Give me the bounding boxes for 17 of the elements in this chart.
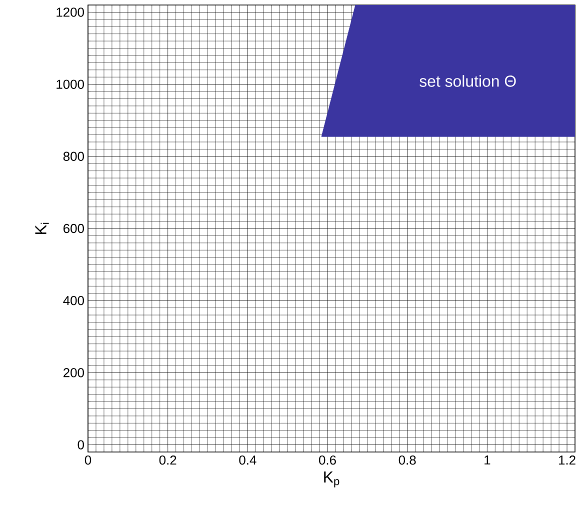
y-tick-label: 1200 [56,8,84,17]
x-tick-label: 1 [484,456,490,464]
x-tick-label: 0.6 [319,456,336,465]
y-tick-label: 400 [63,296,84,306]
y-tick-label: 600 [64,224,84,234]
x-axis-title: K$_{p}$ [324,472,340,488]
x-tick-label: 0 [84,456,92,465]
annotation: set solution Θ [420,75,516,87]
y-tick-label: 1000 [56,80,84,89]
y-tick-label: 0 [78,440,84,450]
x-tick-label: 0.8 [398,456,416,465]
y-tick-label: 200 [64,368,84,378]
x-tick-label: 1.2 [559,456,576,465]
x-tick-label: 0.4 [239,456,256,465]
x-tick-label: 0.2 [159,456,176,465]
y-axis-title: K$_{i}$ [35,222,49,234]
y-tick-label: 800 [63,152,84,161]
